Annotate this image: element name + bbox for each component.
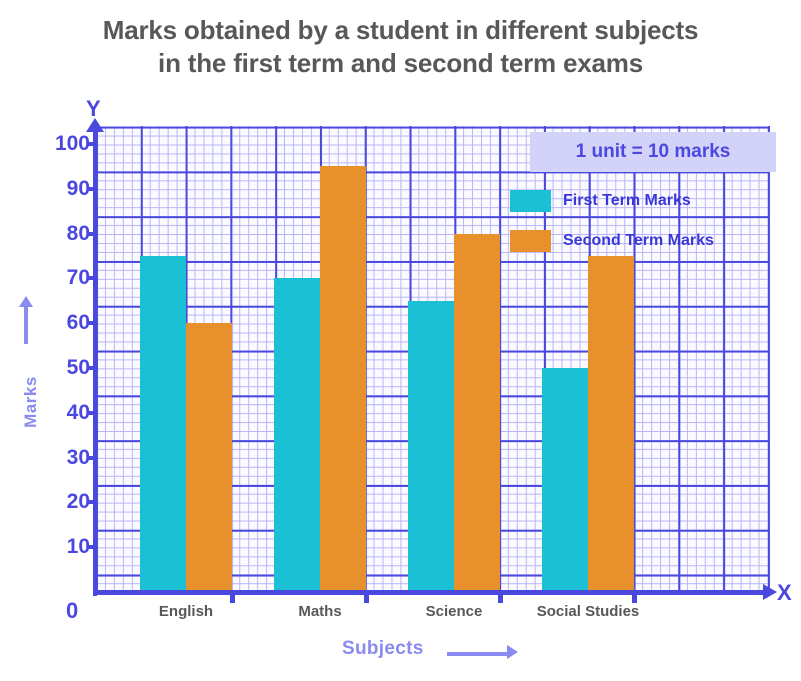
y-axis-title: Marks: [21, 376, 40, 428]
y-tick-mark: [87, 186, 97, 191]
bar-science-second-term: [454, 233, 500, 592]
origin-label: 0: [66, 598, 79, 623]
x-tick-mark: [230, 590, 235, 603]
x-axis-arrowhead-icon: [763, 584, 777, 600]
x-axis-title: Subjects: [342, 638, 424, 659]
legend: First Term Marks Second Term Marks: [510, 190, 780, 270]
y-axis-arrowhead-icon: [86, 118, 104, 132]
legend-swatch-second-term: [510, 230, 551, 252]
y-tick-label: 70: [66, 266, 90, 290]
x-tick-mark: [364, 590, 369, 603]
x-axis-title-arrow-line: [447, 652, 507, 656]
title-line-2: in the first term and second term exams: [158, 48, 643, 78]
bar-maths-second-term: [320, 166, 366, 592]
legend-label: First Term Marks: [563, 192, 691, 209]
x-category-label: English: [158, 603, 214, 620]
y-tick-mark: [87, 500, 97, 505]
legend-swatch-first-term: [510, 190, 551, 212]
bar-maths-first-term: [274, 278, 320, 592]
bar-social-studies-first-term: [542, 368, 588, 592]
x-category-label: Science: [425, 603, 483, 620]
y-tick-label: 80: [66, 221, 90, 245]
x-axis-letter: X: [777, 580, 792, 605]
y-axis-title-arrow-icon: [19, 296, 33, 307]
y-tick-label: 10: [66, 535, 90, 559]
y-tick-mark: [87, 366, 97, 370]
y-tick-mark: [87, 455, 97, 460]
page-title: Marks obtained by a student in different…: [0, 14, 801, 80]
y-tick-mark: [87, 142, 97, 146]
y-tick-mark: [87, 321, 97, 326]
y-axis-title-arrow-line: [24, 306, 28, 344]
x-category-label: Social Studies: [536, 603, 640, 620]
y-tick-mark: [87, 410, 97, 415]
y-tick-label: 30: [66, 445, 90, 469]
y-tick-label: 60: [66, 311, 90, 335]
unit-note-box: 1 unit = 10 marks: [530, 132, 776, 172]
y-tick-label: 20: [66, 490, 90, 514]
legend-item: Second Term Marks: [510, 230, 780, 252]
y-tick-label: 90: [66, 176, 90, 200]
bar-english-second-term: [186, 323, 232, 592]
legend-item: First Term Marks: [510, 190, 780, 212]
y-tick-mark: [87, 276, 97, 281]
x-category-label: Maths: [298, 603, 342, 620]
x-tick-mark: [632, 590, 637, 603]
unit-note-text: 1 unit = 10 marks: [575, 141, 731, 162]
y-tick-mark: [87, 231, 97, 236]
x-axis-line: [93, 590, 765, 595]
bar-science-first-term: [408, 300, 454, 592]
y-axis-ticks: 10 20 30 40 50 60 70 80 90 100: [34, 0, 97, 681]
x-axis-title-arrow-icon: [507, 645, 518, 659]
legend-label: Second Term Marks: [563, 232, 714, 249]
y-axis-line: [93, 130, 97, 596]
title-line-1: Marks obtained by a student in different…: [102, 15, 699, 45]
y-tick-label: 50: [66, 356, 90, 379]
bar-social-studies-second-term: [588, 256, 634, 592]
bar-english-first-term: [140, 256, 186, 592]
y-tick-mark: [87, 545, 97, 550]
y-tick-label: 40: [66, 400, 90, 424]
y-axis-letter: Y: [86, 96, 101, 121]
plot-area: [96, 126, 770, 592]
y-tick-label: 100: [54, 132, 90, 155]
x-tick-mark: [498, 590, 503, 603]
